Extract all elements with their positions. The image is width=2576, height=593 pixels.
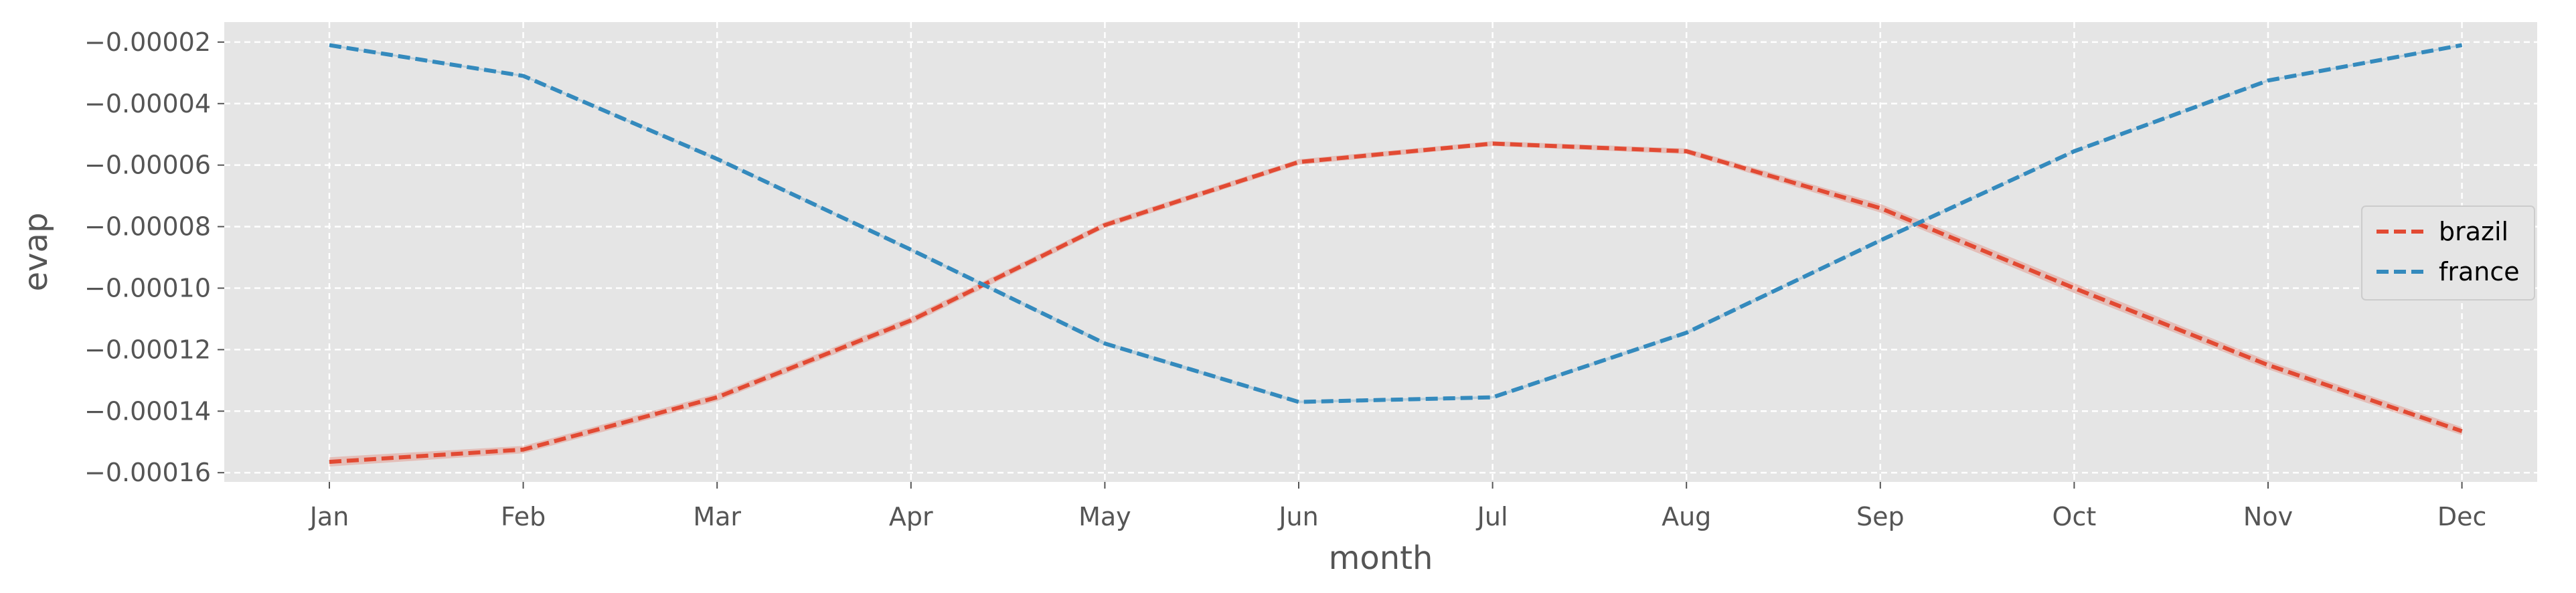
legend-label-france: france [2439,257,2520,286]
y-tick-label: −0.00012 [84,335,211,364]
legend: brazil france [2361,205,2535,301]
y-tick-labels: −0.00002 −0.00004 −0.00006 −0.00008 −0.00010… [84,27,224,487]
x-tick-label: Dec [2437,502,2487,531]
legend-label-brazil: brazil [2439,217,2508,246]
plot-background [224,22,2537,482]
x-tick-labels: Jan Feb Mar Apr May Jun Jul Aug Sep Oct Nov Dec [309,482,2487,531]
x-tick-label: Jul [1476,502,1508,531]
x-tick-label: Sep [1856,502,1905,531]
x-tick-label: Nov [2243,502,2293,531]
x-axis-label: month [1329,539,1433,577]
series-line-france [329,43,2463,404]
y-axis-label: evap [17,213,55,292]
x-tick-label: Aug [1662,502,1711,531]
y-tick-label: −0.00004 [84,89,211,118]
x-tick-label: Feb [501,502,546,531]
x-tick-label: Jan [309,502,349,531]
y-tick-label: −0.00008 [84,212,211,242]
x-tick-label: May [1078,502,1131,531]
y-tick-label: −0.00010 [84,273,211,303]
x-tick-label: Mar [693,502,741,531]
series-lines [329,43,2463,464]
y-tick-label: −0.00016 [84,458,211,487]
x-tick-label: Apr [889,502,933,531]
x-tick-label: Jun [1277,502,1318,531]
series-line-brazil [329,141,2463,464]
y-tick-label: −0.00014 [84,396,211,426]
y-tick-label: −0.00006 [84,151,211,180]
x-tick-label: Oct [2052,502,2097,531]
y-tick-label: −0.00002 [84,27,211,57]
grid-lines [224,22,2537,482]
